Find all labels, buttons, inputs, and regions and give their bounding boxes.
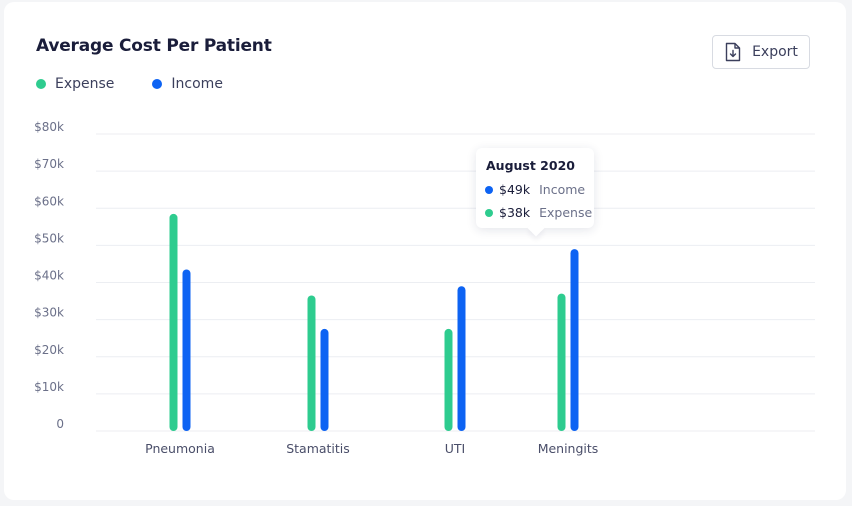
x-tick-label: Stamatitis bbox=[286, 441, 350, 456]
y-tick-label: 0 bbox=[56, 417, 64, 431]
chart-legend: Expense Income bbox=[36, 76, 223, 92]
tooltip-title: August 2020 bbox=[486, 158, 575, 173]
legend-dot-income bbox=[152, 79, 163, 89]
chart-gridlines bbox=[96, 133, 815, 432]
bar-expense-meningits[interactable] bbox=[557, 293, 566, 431]
tooltip-value-expense: $38k bbox=[499, 205, 531, 220]
tooltip-row-income: $49k Income bbox=[485, 182, 585, 197]
y-tick-label: $50k bbox=[34, 231, 64, 245]
bar-expense-uti[interactable] bbox=[444, 328, 453, 431]
tooltip-dot-expense bbox=[485, 208, 493, 217]
y-axis-ticks: 0 $10k $20k $30k $40k $50k $60k $70k $80k bbox=[34, 120, 64, 431]
chart-card bbox=[4, 2, 846, 500]
bar-income-stamatitis[interactable] bbox=[320, 328, 329, 431]
bar-expense-stamatitis[interactable] bbox=[307, 295, 316, 431]
bar-income-uti[interactable] bbox=[457, 286, 466, 431]
chart-tooltip: August 2020 $49k Income $38k Expense bbox=[476, 148, 594, 228]
y-tick-label: $20k bbox=[34, 343, 64, 357]
tooltip-label-income: Income bbox=[539, 182, 586, 197]
legend-item-expense[interactable]: Expense bbox=[36, 76, 114, 92]
y-tick-label: $10k bbox=[34, 380, 64, 394]
bar-income-pneumonia[interactable] bbox=[182, 269, 191, 431]
y-tick-label: $30k bbox=[34, 306, 64, 320]
y-tick-label: $70k bbox=[34, 157, 64, 171]
export-button-label: Export bbox=[752, 44, 798, 60]
x-tick-label: Meningits bbox=[538, 441, 599, 456]
x-tick-label: Pneumonia bbox=[145, 441, 215, 456]
tooltip-dot-income bbox=[485, 185, 493, 194]
x-axis-labels: Pneumonia Stamatitis UTI Meningits bbox=[145, 441, 598, 456]
legend-item-income[interactable]: Income bbox=[152, 76, 223, 92]
chart-bars bbox=[169, 213, 579, 431]
tooltip-value-income: $49k bbox=[499, 182, 531, 197]
y-tick-label: $80k bbox=[34, 120, 64, 134]
legend-dot-expense bbox=[36, 79, 46, 89]
y-tick-label: $60k bbox=[34, 194, 64, 208]
legend-label-income: Income bbox=[171, 76, 223, 92]
legend-label-expense: Expense bbox=[55, 76, 115, 92]
chart-title: Average Cost Per Patient bbox=[36, 36, 272, 56]
x-tick-label: UTI bbox=[445, 441, 465, 456]
tooltip-row-expense: $38k Expense bbox=[485, 205, 592, 220]
y-tick-label: $40k bbox=[34, 269, 64, 283]
tooltip-label-expense: Expense bbox=[539, 205, 593, 220]
bar-expense-pneumonia[interactable] bbox=[169, 213, 178, 431]
bar-income-meningits[interactable] bbox=[570, 249, 579, 431]
export-button[interactable]: Export bbox=[712, 35, 810, 69]
file-download-icon bbox=[725, 42, 741, 62]
